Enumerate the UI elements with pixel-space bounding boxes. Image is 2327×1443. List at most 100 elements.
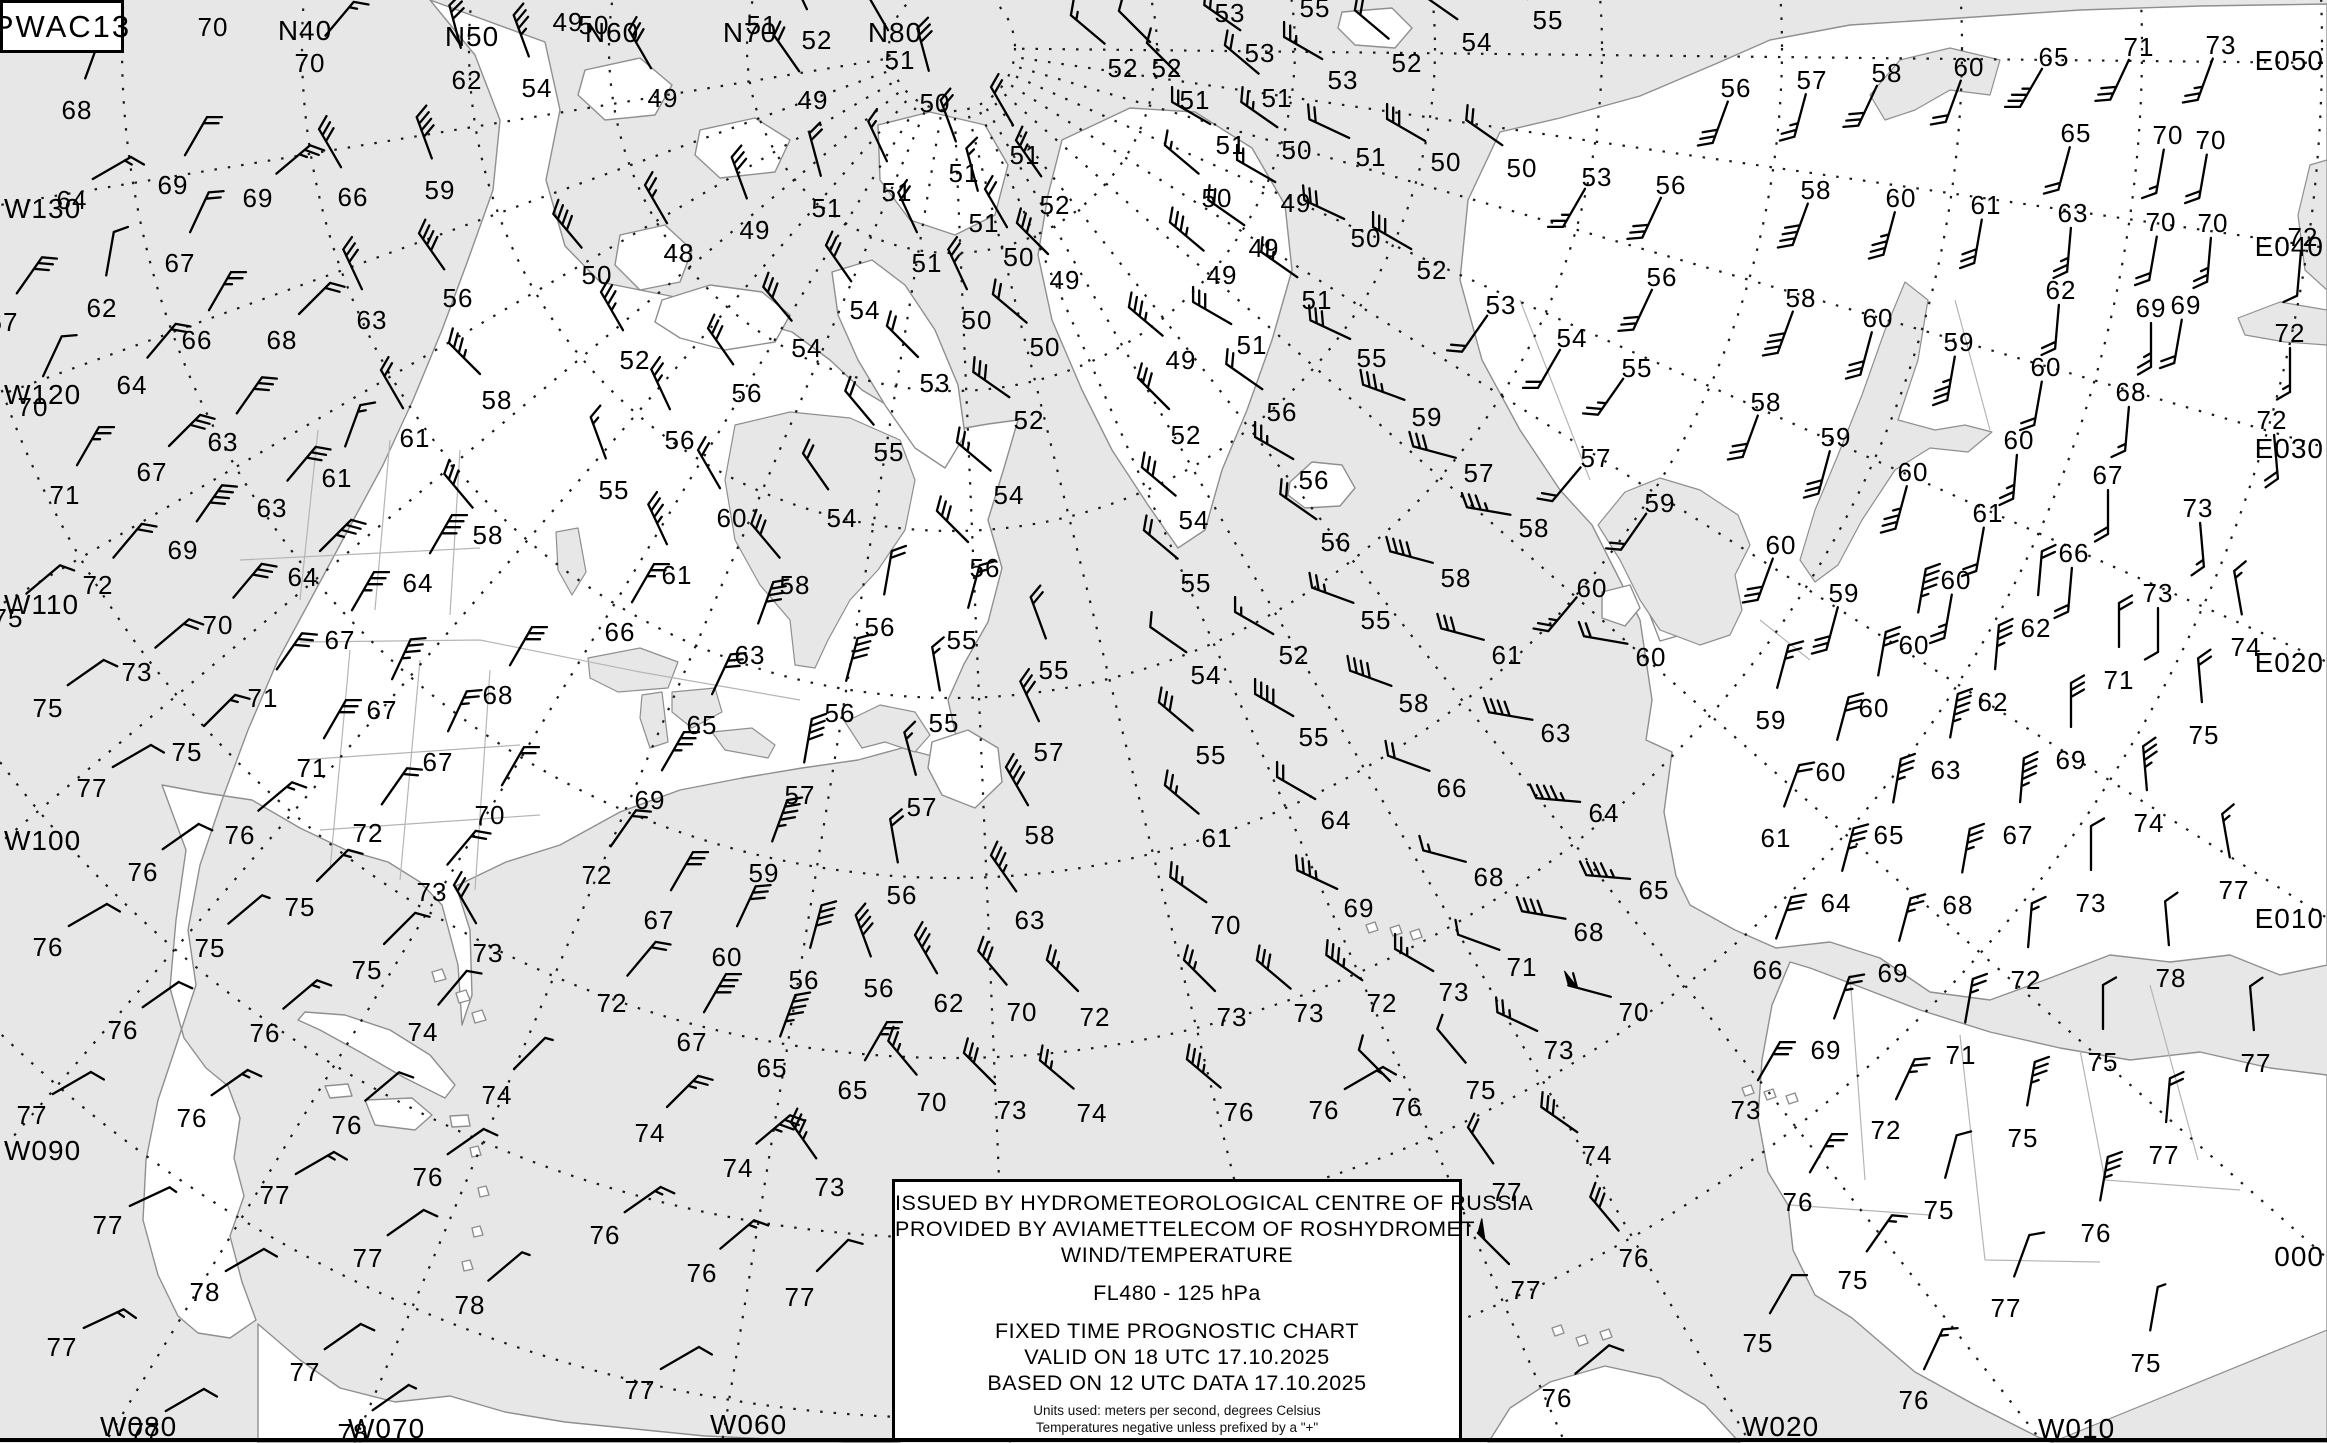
svg-text:75: 75 <box>2189 720 2220 750</box>
svg-text:74: 74 <box>635 1118 666 1148</box>
station: 78 <box>190 1247 279 1307</box>
svg-text:55: 55 <box>1300 0 1331 23</box>
station: 51 <box>1223 29 1291 113</box>
station: 70 <box>977 935 1036 1027</box>
station: 78 <box>455 1251 531 1320</box>
svg-text:66: 66 <box>338 182 369 212</box>
svg-text:72: 72 <box>2288 222 2319 252</box>
station: 53 <box>885 310 949 398</box>
svg-text:55: 55 <box>599 475 630 505</box>
svg-text:75: 75 <box>1466 1075 1497 1105</box>
svg-text:78: 78 <box>190 1277 221 1307</box>
station: 59 <box>415 104 456 205</box>
svg-text:61: 61 <box>322 463 353 493</box>
svg-text:60: 60 <box>1577 573 1608 603</box>
station: 63 <box>1482 696 1570 748</box>
bahamas <box>431 968 487 1024</box>
issued-by-line: ISSUED BY HYDROMETEOROLOGICAL CENTRE OF … <box>895 1191 1534 1215</box>
station: 51 <box>1170 85 1245 160</box>
svg-text:73: 73 <box>2143 578 2174 608</box>
svg-text:75: 75 <box>1743 1328 1774 1358</box>
station: 76 <box>177 1068 263 1133</box>
svg-text:58: 58 <box>482 385 513 415</box>
svg-text:W090: W090 <box>4 1135 81 1166</box>
svg-text:76: 76 <box>590 1220 621 1250</box>
svg-text:53: 53 <box>1328 65 1359 95</box>
svg-text:75: 75 <box>352 955 383 985</box>
station: 59 <box>749 796 804 888</box>
station: 75 <box>2008 1055 2051 1153</box>
sign-note: Temperatures negative unless prefixed by… <box>1035 1420 1319 1435</box>
svg-text:69: 69 <box>1878 958 1909 988</box>
station: 70 <box>295 0 370 78</box>
svg-text:63: 63 <box>208 427 239 457</box>
station: 72 <box>597 940 672 1018</box>
svg-text:57: 57 <box>907 792 938 822</box>
hispaniola <box>364 1097 433 1131</box>
svg-text:49: 49 <box>1166 345 1197 375</box>
station: 70 <box>2133 207 2175 287</box>
station: 49 <box>1235 143 1310 218</box>
station: 64 <box>117 322 192 400</box>
svg-text:71: 71 <box>297 753 328 783</box>
svg-text:61: 61 <box>400 423 431 453</box>
station: 59 <box>1810 578 1858 655</box>
station: 61 <box>1436 612 1521 670</box>
svg-text:60: 60 <box>1816 757 1847 787</box>
flight-level-line: FL480 - 125 hPa <box>1093 1281 1261 1305</box>
station: 76 <box>1899 1326 1959 1415</box>
svg-text:52: 52 <box>1014 405 1045 435</box>
station: 58 <box>1842 58 1901 129</box>
station: 69 <box>168 484 239 565</box>
svg-text:60: 60 <box>717 503 748 533</box>
station: 77 <box>1991 1231 2046 1323</box>
station: 57 <box>1019 667 1063 767</box>
station: 60 <box>1899 562 1942 660</box>
svg-text:58: 58 <box>1519 513 1550 543</box>
svg-text:52: 52 <box>1108 53 1139 83</box>
station: 70 <box>18 333 78 422</box>
station: 61 <box>1958 190 2000 270</box>
station: 59 <box>1802 422 1850 499</box>
gulf-of-st-lawrence <box>844 704 931 753</box>
svg-text:76: 76 <box>687 1258 718 1288</box>
station: 75 <box>195 894 271 963</box>
svg-text:73: 73 <box>1217 1002 1248 1032</box>
svg-text:77: 77 <box>1492 1177 1523 1207</box>
station: 52 <box>599 277 649 375</box>
svg-text:58: 58 <box>1751 387 1782 417</box>
station: 54 <box>801 438 856 533</box>
graticule-edge-labels: N40 N50 N60 N70 N80 W130 W120 W110 W100 W090 W080 W… <box>4 15 2323 1443</box>
station: 65 <box>2042 118 2090 195</box>
station: 58 <box>447 327 513 415</box>
svg-text:52: 52 <box>1040 190 1071 220</box>
svg-text:W130: W130 <box>4 193 81 224</box>
svg-text:73: 73 <box>1294 998 1325 1028</box>
svg-text:N60: N60 <box>585 17 639 48</box>
svg-text:51: 51 <box>747 10 778 40</box>
svg-text:76: 76 <box>33 932 64 962</box>
svg-text:69: 69 <box>2056 745 2087 775</box>
station: 72 <box>2282 222 2319 304</box>
svg-text:78: 78 <box>2156 963 2187 993</box>
svg-text:59: 59 <box>425 175 456 205</box>
svg-text:57: 57 <box>1797 65 1828 95</box>
station: 60 <box>2018 352 2060 432</box>
svg-text:49: 49 <box>740 215 771 245</box>
station: 72 <box>582 809 653 890</box>
svg-text:59: 59 <box>1756 705 1787 735</box>
station: 69 <box>2056 674 2087 775</box>
svg-text:75: 75 <box>1838 1265 1869 1295</box>
svg-text:72: 72 <box>2257 405 2288 435</box>
svg-text:64: 64 <box>117 370 148 400</box>
station: 63 <box>257 445 332 523</box>
station: 75 <box>33 658 119 723</box>
station: 60 <box>1816 692 1865 787</box>
station: 77 <box>1476 1218 1540 1305</box>
station: 56 <box>1253 420 1328 495</box>
station: 56 <box>706 313 761 408</box>
station: 76 <box>108 980 194 1045</box>
station: 55 <box>1526 0 1562 35</box>
svg-text:77: 77 <box>2219 875 2250 905</box>
svg-text:62: 62 <box>1978 687 2009 717</box>
